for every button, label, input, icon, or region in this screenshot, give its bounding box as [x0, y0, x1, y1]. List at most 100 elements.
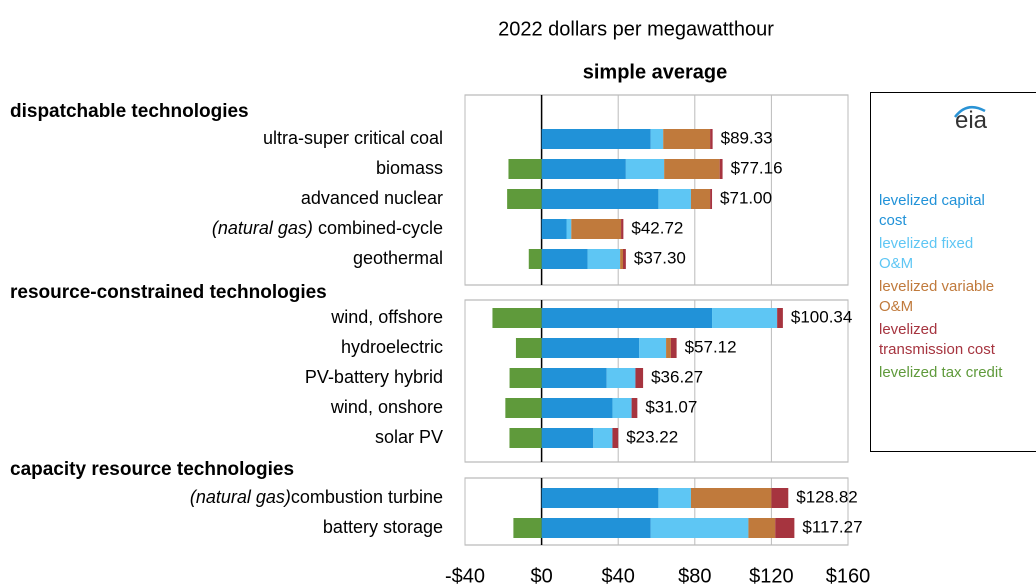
category-label: wind, onshore — [330, 397, 443, 417]
bar-segment — [541, 159, 626, 179]
bar-segment — [719, 159, 723, 179]
x-tick-label: $40 — [602, 565, 635, 587]
bar-layer — [492, 95, 795, 545]
bar-segment — [507, 189, 542, 209]
bar-segment — [710, 189, 713, 209]
bar-segment — [509, 368, 542, 388]
category-label: battery storage — [323, 517, 443, 537]
bar-segment — [658, 488, 691, 508]
bar-segment — [541, 308, 713, 328]
bar-segment — [541, 518, 651, 538]
category-label: wind, offshore — [330, 307, 443, 327]
bar-segment — [541, 488, 659, 508]
bar-segment — [528, 249, 542, 269]
bar-segment — [663, 129, 711, 149]
legend-entry: levelized fixed O&M — [879, 235, 974, 272]
bar-segment — [509, 428, 542, 448]
total-label: $42.72 — [631, 218, 683, 237]
category-label: ultra-super critical coal — [263, 128, 443, 148]
bar-segment — [620, 249, 623, 269]
bar-segment — [712, 308, 778, 328]
bar-segment — [593, 428, 613, 448]
x-tick-label: $0 — [530, 565, 552, 587]
category-label: geothermal — [353, 248, 443, 268]
total-label: $23.22 — [626, 427, 678, 446]
bar-segment — [492, 308, 542, 328]
group-heading: dispatchable technologies — [10, 101, 249, 122]
group-heading: capacity resource technologies — [10, 459, 294, 480]
bar-segment — [690, 488, 772, 508]
bar-segment — [571, 219, 622, 239]
total-label: $89.33 — [721, 128, 773, 147]
category-label: biomass — [376, 158, 443, 178]
bar-segment — [541, 398, 613, 418]
bar-segment — [621, 219, 624, 239]
bar-segment — [625, 159, 665, 179]
total-label: $31.07 — [645, 397, 697, 416]
bar-segment — [612, 428, 619, 448]
bar-segment — [541, 219, 567, 239]
logo: eia — [954, 105, 987, 135]
bar-segment — [587, 249, 621, 269]
total-label: $36.27 — [651, 367, 703, 386]
bar-segment — [631, 398, 638, 418]
x-tick-label: $120 — [749, 565, 794, 587]
total-label: $37.30 — [634, 248, 686, 267]
bar-segment — [658, 189, 691, 209]
bar-segment — [606, 368, 636, 388]
legend-entry: levelized variable O&M — [879, 278, 995, 315]
legend-items: levelized capital cost levelized fixed O&… — [879, 191, 1007, 386]
total-label: $57.12 — [685, 337, 737, 356]
bar-segment — [650, 518, 749, 538]
bar-segment — [670, 338, 677, 358]
bar-segment — [541, 129, 651, 149]
bar-segment — [710, 129, 713, 149]
bar-segment — [541, 249, 588, 269]
bar-segment — [748, 518, 776, 538]
bar-segment — [690, 189, 711, 209]
category-label: advanced nuclear — [301, 188, 443, 208]
total-label: $128.82 — [796, 487, 857, 506]
category-label: solar PV — [375, 427, 443, 447]
bar-segment — [566, 219, 572, 239]
bar-segment — [771, 488, 789, 508]
category-label: hydroelectric — [341, 337, 443, 357]
logo-arc — [954, 105, 986, 118]
x-tick-label: -$40 — [445, 565, 485, 587]
total-label: $117.27 — [802, 517, 862, 536]
bar-segment — [612, 398, 632, 418]
total-label: $100.34 — [791, 307, 852, 326]
x-tick-label: $80 — [678, 565, 711, 587]
x-tick-label: $160 — [826, 565, 871, 587]
bar-segment — [541, 189, 659, 209]
bar-segment — [513, 518, 542, 538]
bar-segment — [650, 129, 664, 149]
bar-segment — [541, 368, 607, 388]
category-label: (natural gas)combustion turbine — [190, 487, 443, 507]
bar-segment — [639, 338, 667, 358]
total-label: $77.16 — [731, 158, 783, 177]
legend: eia levelized capital cost levelized fixe… — [870, 92, 1036, 452]
bar-segment — [635, 368, 644, 388]
bar-segment — [664, 159, 720, 179]
bar-segment — [515, 338, 542, 358]
bar-segment — [622, 249, 626, 269]
bar-segment — [666, 338, 671, 358]
group-heading: resource-constrained technologies — [10, 282, 327, 303]
bar-segment — [777, 308, 783, 328]
total-label: $71.00 — [720, 188, 772, 207]
category-label: (natural gas) combined-cycle — [212, 218, 443, 238]
bar-segment — [541, 428, 594, 448]
chart-subtitle: simple average — [583, 61, 728, 83]
chart-title: 2022 dollars per megawatthour — [498, 18, 774, 40]
bar-segment — [775, 518, 795, 538]
category-label: PV-battery hybrid — [305, 367, 443, 387]
legend-entry: levelized tax credit — [879, 364, 1003, 381]
bar-segment — [505, 398, 542, 418]
bar-segment — [541, 338, 640, 358]
legend-entry: levelized capital cost — [879, 192, 985, 229]
legend-entry: levelized transmission cost — [879, 321, 995, 358]
bar-segment — [508, 159, 542, 179]
